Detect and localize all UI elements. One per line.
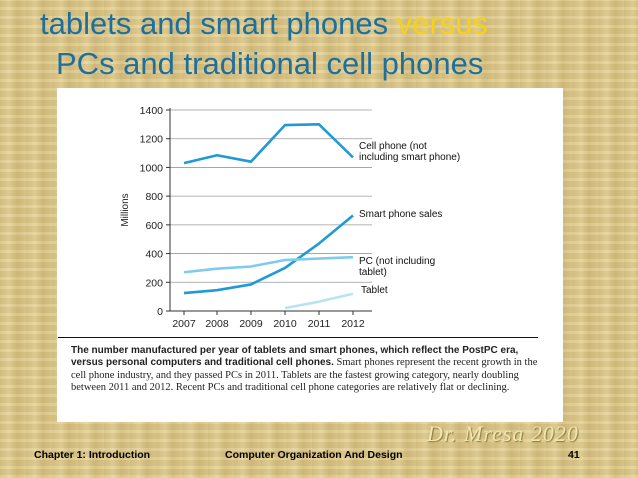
series-line-smart	[183, 214, 354, 295]
x-tick-label: 2009	[239, 318, 263, 330]
footer-course: Computer Organization And Design	[225, 449, 403, 461]
title-highlight: versus	[396, 6, 489, 41]
x-tick-label: 2011	[308, 318, 331, 330]
caption-rule	[58, 337, 538, 338]
caption-text: Smart phones represent the recent growth…	[71, 357, 538, 394]
figure-panel	[57, 88, 563, 422]
y-tick-label: 800	[145, 191, 163, 203]
series-label-cell: including smart phone)	[359, 152, 460, 163]
x-tick-label: 2012	[341, 318, 365, 330]
figure-caption: The number manufactured per year of tabl…	[71, 345, 541, 395]
title-text: tablets and smart phones	[40, 6, 397, 41]
y-tick-label: 1400	[140, 105, 164, 117]
y-tick-label: 0	[157, 306, 163, 318]
series-label-pc: PC (not including	[359, 256, 435, 267]
y-tick-label: 1200	[140, 134, 164, 146]
title-line-2: PCs and traditional cell phones	[56, 46, 484, 81]
y-tick-label: 400	[145, 249, 163, 261]
slide-title: tablets and smart phones versus PCs and …	[40, 4, 600, 84]
series-label-smart: Smart phone sales	[359, 209, 442, 220]
series-label-cell: Cell phone (not	[359, 141, 427, 152]
y-tick-label: 200	[145, 277, 163, 289]
x-tick-label: 2008	[205, 318, 229, 330]
y-tick-label: 1000	[140, 162, 164, 174]
y-tick-label: 600	[145, 220, 163, 232]
footer-chapter: Chapter 1: Introduction	[34, 449, 151, 461]
x-tick-label: 2010	[273, 318, 297, 330]
y-axis-label: Millions	[120, 193, 131, 226]
x-tick-label: 2007	[172, 318, 196, 330]
series-line-cell	[183, 123, 354, 165]
author-signature: Dr. Mresa 2020	[427, 421, 579, 446]
series-label-tablet: Tablet	[361, 285, 388, 296]
series-line-pc	[183, 255, 354, 274]
series-label-pc: tablet)	[359, 267, 387, 278]
caption-bold: The number manufactured per year of tabl…	[71, 345, 519, 369]
footer-page-number: 41	[568, 449, 580, 461]
series-line-tablet	[284, 292, 354, 310]
